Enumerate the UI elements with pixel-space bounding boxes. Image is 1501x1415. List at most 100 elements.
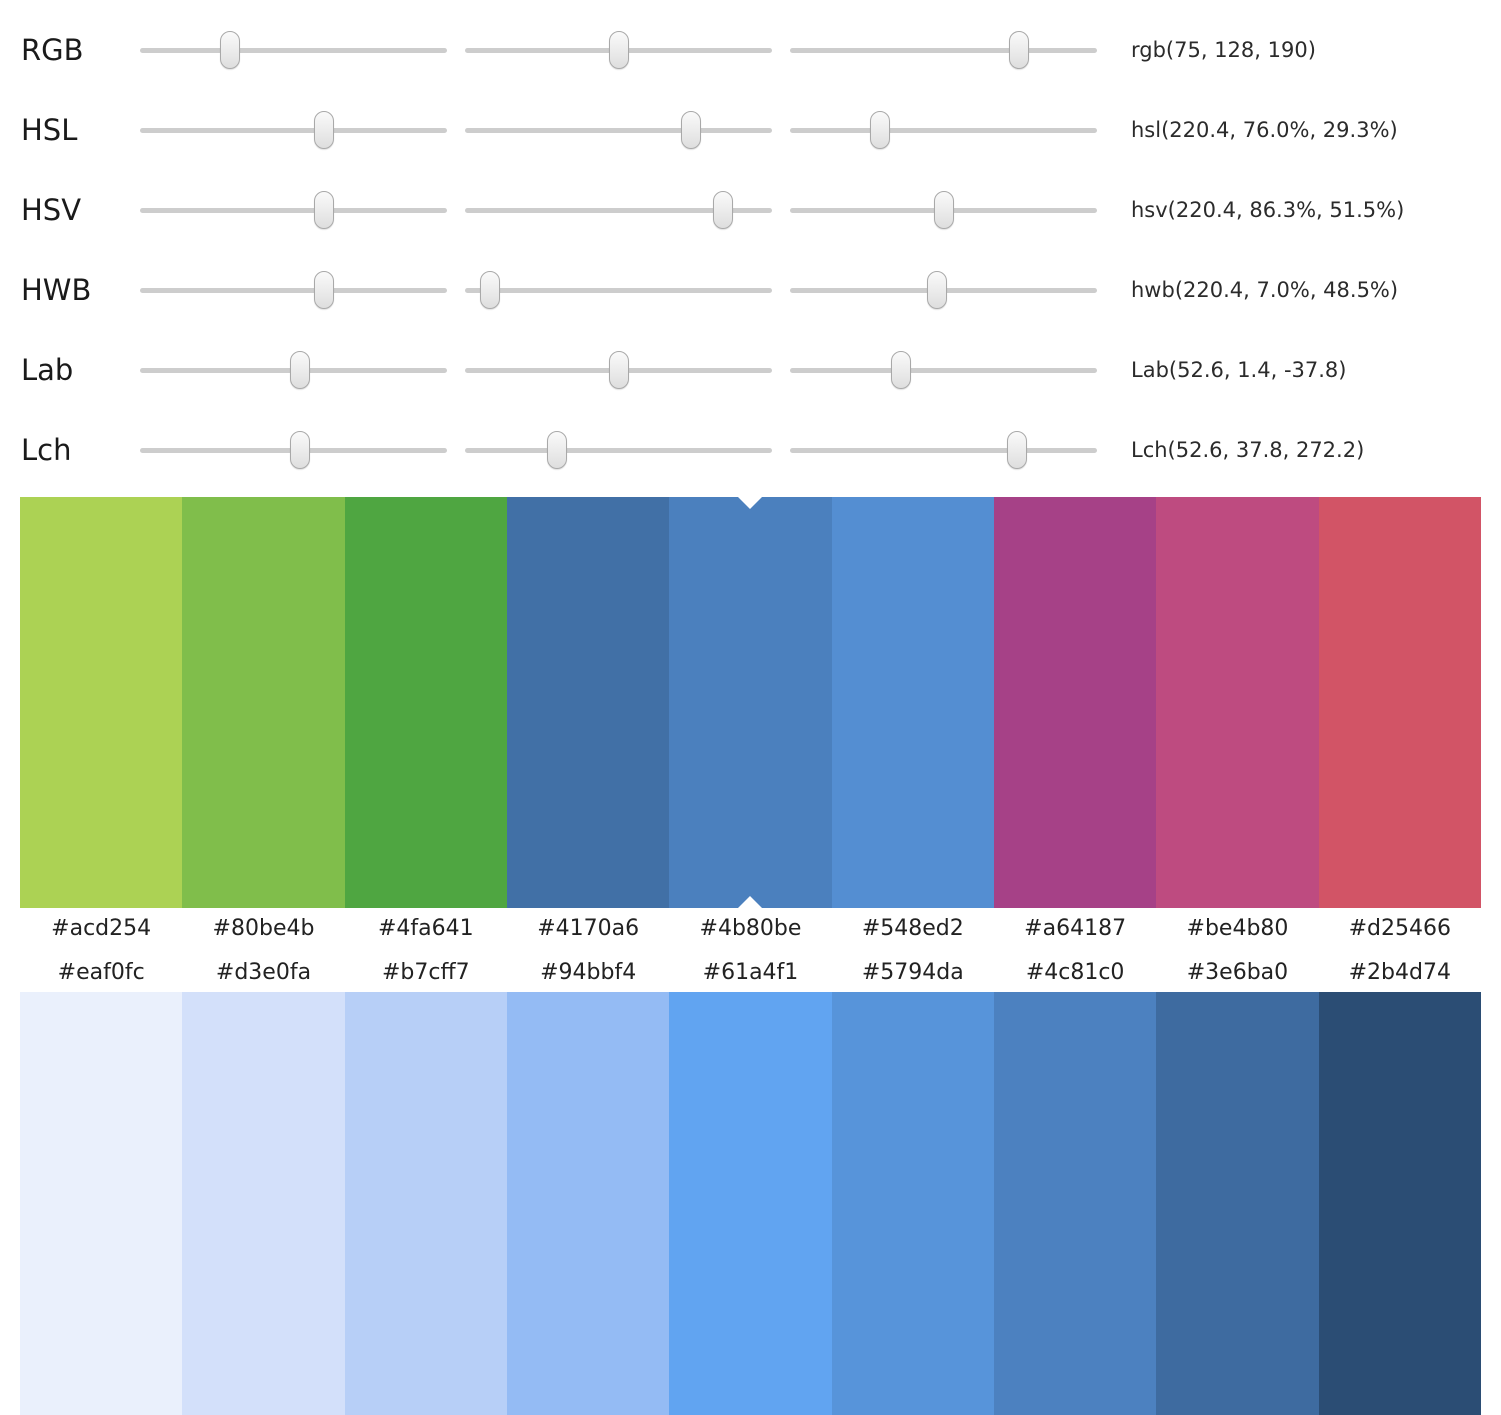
slider-thumb[interactable]: [680, 111, 701, 149]
slider-track: [790, 127, 1097, 133]
slider-track: [465, 447, 772, 453]
lch-slider-1[interactable]: [465, 427, 772, 473]
slider-thumb[interactable]: [927, 271, 948, 309]
slider-track: [465, 287, 772, 293]
swatch-d3e0fa[interactable]: [182, 992, 345, 1415]
slider-thumb[interactable]: [220, 31, 241, 69]
swatch-acd254[interactable]: [20, 497, 183, 908]
swatch-hex-label: #94bbf4: [540, 960, 637, 985]
swatch-2b4d74[interactable]: [1318, 992, 1481, 1415]
swatch-b7cff7[interactable]: [344, 992, 507, 1415]
slider-track: [140, 207, 447, 213]
hsv-value-text: hsv(220.4, 86.3%, 51.5%): [1131, 198, 1405, 222]
slider-thumb[interactable]: [314, 271, 335, 309]
rgb-label: RGB: [21, 33, 84, 67]
swatch-hex-label: #be4b80: [1186, 916, 1289, 941]
swatch-hex-label: #3e6ba0: [1186, 960, 1289, 985]
hsv-label: HSV: [21, 193, 82, 227]
rgb-slider-0[interactable]: [140, 27, 447, 73]
slider-track: [465, 127, 772, 133]
lab-label: Lab: [21, 353, 74, 387]
swatch-hex-label: #b7cff7: [381, 960, 470, 985]
swatch-5794da[interactable]: [831, 992, 994, 1415]
lch-slider-0[interactable]: [140, 427, 447, 473]
lch-slider-2[interactable]: [790, 427, 1097, 473]
swatch-4170a6[interactable]: [506, 497, 670, 908]
swatch-a64187[interactable]: [993, 497, 1157, 908]
hsl-slider-1[interactable]: [465, 107, 772, 153]
hsv-slider-0[interactable]: [140, 187, 447, 233]
slider-row-hsl: HSL hsl(220.4, 76.0%, 29.3%): [0, 90, 1501, 170]
swatch-hex-label: #4b80be: [699, 916, 802, 941]
slider-track: [790, 367, 1097, 373]
swatch-4c81c0[interactable]: [993, 992, 1157, 1415]
slider-thumb[interactable]: [609, 31, 630, 69]
slider-row-lab: Lab Lab(52.6, 1.4, -37.8): [0, 330, 1501, 410]
lab-slider-2[interactable]: [790, 347, 1097, 393]
swatch-94bbf4[interactable]: [506, 992, 670, 1415]
slider-track: [140, 287, 447, 293]
swatch-548ed2[interactable]: [831, 497, 994, 908]
swatch-hex-label: #d25466: [1348, 916, 1451, 941]
slider-thumb[interactable]: [314, 191, 335, 229]
lab-slider-1[interactable]: [465, 347, 772, 393]
hsv-slider-1[interactable]: [465, 187, 772, 233]
swatch-be4b80[interactable]: [1156, 497, 1319, 908]
slider-thumb[interactable]: [933, 191, 954, 229]
slider-thumb[interactable]: [289, 351, 310, 389]
hwb-slider-0[interactable]: [140, 267, 447, 313]
tint-shade-strip: [20, 992, 1481, 1415]
selected-swatch-notch-bottom: [738, 896, 763, 908]
swatch-hex-label: #acd254: [51, 916, 152, 941]
swatch-3e6ba0[interactable]: [1156, 992, 1319, 1415]
swatch-d25466[interactable]: [1318, 497, 1481, 908]
slider-thumb[interactable]: [869, 111, 890, 149]
selected-swatch-notch-top: [738, 497, 763, 509]
slider-row-rgb: RGB rgb(75, 128, 190): [0, 10, 1501, 90]
slider-row-hwb: HWB hwb(220.4, 7.0%, 48.5%): [0, 250, 1501, 330]
swatch-hex-label: #a64187: [1024, 916, 1127, 941]
hsl-value-text: hsl(220.4, 76.0%, 29.3%): [1131, 118, 1398, 142]
slider-track: [465, 207, 772, 213]
hsl-label: HSL: [21, 113, 78, 147]
slider-thumb[interactable]: [890, 351, 911, 389]
slider-track: [140, 47, 447, 53]
swatch-hex-label: #4170a6: [537, 916, 640, 941]
slider-section: RGB rgb(75, 128, 190) HSL hsl(220.4, 76.0%,…: [0, 0, 1501, 490]
slider-thumb[interactable]: [712, 191, 733, 229]
hwb-slider-1[interactable]: [465, 267, 772, 313]
swatch-hex-label: #4c81c0: [1025, 960, 1125, 985]
hwb-label: HWB: [21, 273, 92, 307]
swatch-hex-label: #61a4f1: [702, 960, 799, 985]
swatch-80be4b[interactable]: [182, 497, 345, 908]
slider-track: [790, 47, 1097, 53]
rgb-slider-1[interactable]: [465, 27, 772, 73]
slider-thumb[interactable]: [547, 431, 568, 469]
slider-track: [140, 127, 447, 133]
hwb-slider-2[interactable]: [790, 267, 1097, 313]
slider-thumb[interactable]: [479, 271, 500, 309]
slider-thumb[interactable]: [608, 351, 629, 389]
slider-thumb[interactable]: [1008, 31, 1029, 69]
swatch-hex-label: #80be4b: [212, 916, 315, 941]
rgb-slider-2[interactable]: [790, 27, 1097, 73]
tint-shade-hex-labels: #eaf0fc #d3e0fa #b7cff7 #94bbf4 #61a4f1 #5794…: [20, 958, 1481, 988]
hsv-slider-2[interactable]: [790, 187, 1097, 233]
swatch-hex-label: #548ed2: [861, 916, 964, 941]
lch-value-text: Lch(52.6, 37.8, 272.2): [1131, 438, 1365, 462]
lab-slider-0[interactable]: [140, 347, 447, 393]
lch-label: Lch: [21, 433, 72, 467]
swatch-4b80be[interactable]: [669, 497, 832, 908]
slider-thumb[interactable]: [1007, 431, 1028, 469]
swatch-4fa641[interactable]: [344, 497, 507, 908]
slider-thumb[interactable]: [314, 111, 335, 149]
swatch-61a4f1[interactable]: [669, 992, 832, 1415]
slider-row-lch: Lch Lch(52.6, 37.8, 272.2): [0, 410, 1501, 490]
hsl-slider-2[interactable]: [790, 107, 1097, 153]
hue-scale-hex-labels: #acd254 #80be4b #4fa641 #4170a6 #4b80be #548e…: [20, 914, 1481, 944]
swatch-eaf0fc[interactable]: [20, 992, 183, 1415]
slider-thumb[interactable]: [289, 431, 310, 469]
hsl-slider-0[interactable]: [140, 107, 447, 153]
hue-scale-strip: [20, 497, 1481, 908]
swatch-hex-label: #4fa641: [377, 916, 474, 941]
